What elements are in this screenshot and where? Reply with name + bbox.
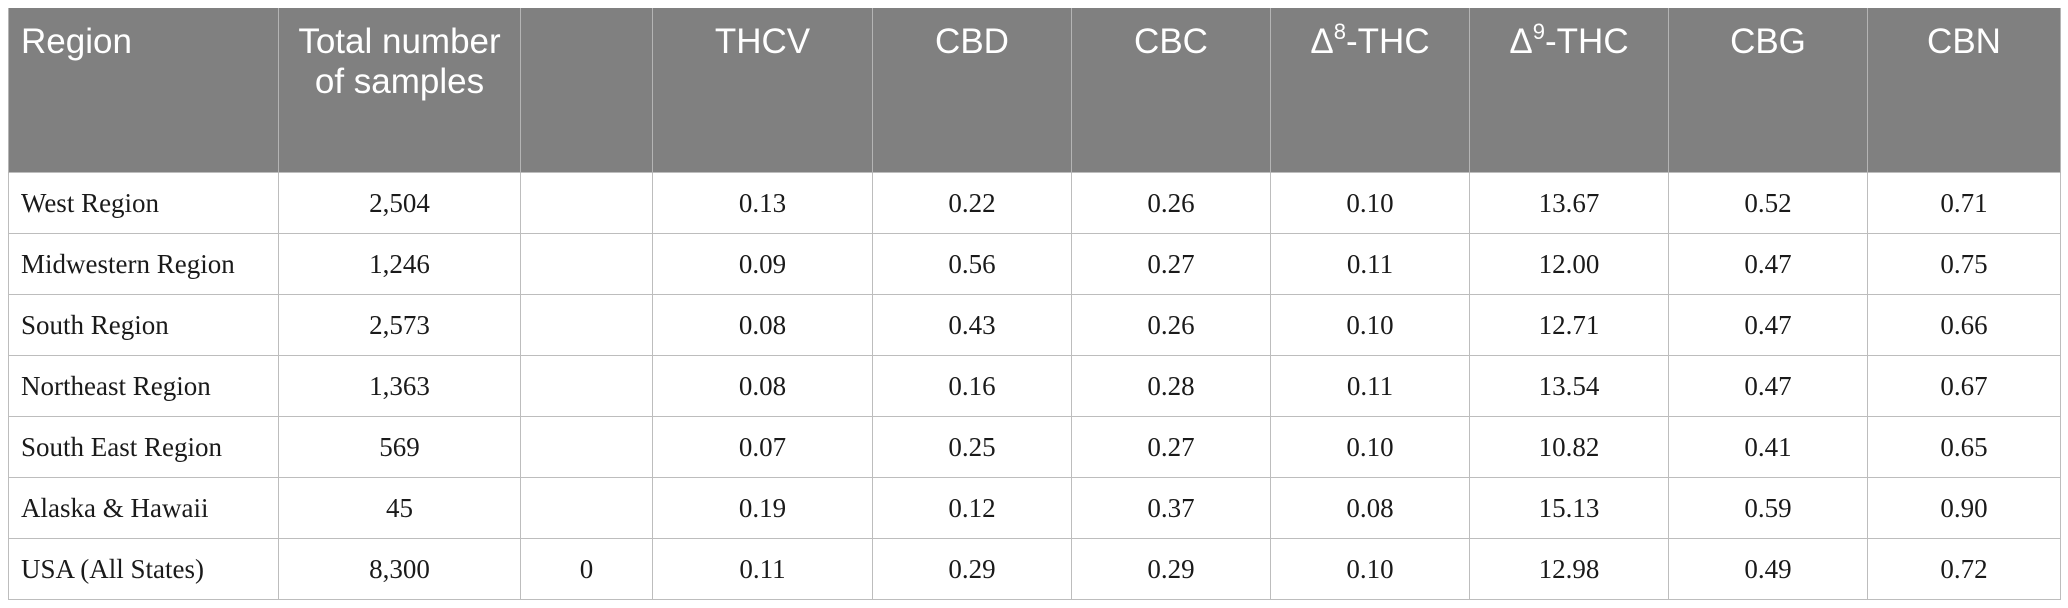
cell-cbg: 0.52 — [1668, 172, 1868, 234]
cell-thcv: 0.11 — [652, 538, 873, 600]
cell-total-samples: 1,246 — [278, 233, 521, 295]
header-delta9-suffix: -THC — [1545, 22, 1629, 61]
cell-cbd: 0.12 — [872, 477, 1072, 539]
table-row: Alaska & Hawaii 45 0.19 0.12 0.37 0.08 1… — [8, 477, 2061, 539]
header-delta8-superscript: 8 — [1333, 19, 1347, 44]
cell-delta8-thc: 0.10 — [1270, 172, 1470, 234]
cell-region: Midwestern Region — [8, 233, 279, 295]
cell-delta9-thc: 13.67 — [1469, 172, 1669, 234]
header-delta9-thc: Δ9-THC — [1469, 8, 1669, 173]
cell-region: Northeast Region — [8, 355, 279, 417]
cell-cbn: 0.66 — [1867, 294, 2061, 356]
header-cbg: CBG — [1668, 8, 1868, 173]
table-row: Northeast Region 1,363 0.08 0.16 0.28 0.… — [8, 355, 2061, 417]
cell-blank — [520, 477, 653, 539]
cell-cbn: 0.72 — [1867, 538, 2061, 600]
cell-cbd: 0.29 — [872, 538, 1072, 600]
header-delta8-thc: Δ8-THC — [1270, 8, 1470, 173]
cell-delta9-thc: 12.98 — [1469, 538, 1669, 600]
cell-total-samples: 569 — [278, 416, 521, 478]
cell-cbn: 0.65 — [1867, 416, 2061, 478]
table-header: Region Total number of samples THCV CBD … — [8, 8, 2061, 173]
cell-blank — [520, 172, 653, 234]
header-row: Region Total number of samples THCV CBD … — [8, 8, 2061, 173]
cell-delta8-thc: 0.10 — [1270, 294, 1470, 356]
cell-delta8-thc: 0.11 — [1270, 233, 1470, 295]
cell-cbg: 0.49 — [1668, 538, 1868, 600]
cell-delta9-thc: 12.00 — [1469, 233, 1669, 295]
cell-cbg: 0.47 — [1668, 355, 1868, 417]
cell-cbd: 0.22 — [872, 172, 1072, 234]
cell-delta8-thc: 0.11 — [1270, 355, 1470, 417]
cell-blank — [520, 294, 653, 356]
cell-cbg: 0.59 — [1668, 477, 1868, 539]
cell-cbc: 0.26 — [1071, 294, 1271, 356]
cell-cbc: 0.28 — [1071, 355, 1271, 417]
cell-region: West Region — [8, 172, 279, 234]
cell-blank: 0 — [520, 538, 653, 600]
cell-region: USA (All States) — [8, 538, 279, 600]
cell-total-samples: 8,300 — [278, 538, 521, 600]
cell-thcv: 0.08 — [652, 355, 873, 417]
cannabinoid-table: Region Total number of samples THCV CBD … — [8, 8, 2061, 600]
header-cbn: CBN — [1867, 8, 2061, 173]
header-cbc: CBC — [1071, 8, 1271, 173]
cell-cbd: 0.56 — [872, 233, 1072, 295]
cell-cbn: 0.67 — [1867, 355, 2061, 417]
cell-cbd: 0.25 — [872, 416, 1072, 478]
cell-delta8-thc: 0.10 — [1270, 538, 1470, 600]
cell-cbc: 0.29 — [1071, 538, 1271, 600]
cell-cbc: 0.27 — [1071, 233, 1271, 295]
cell-region: South East Region — [8, 416, 279, 478]
table-row: South Region 2,573 0.08 0.43 0.26 0.10 1… — [8, 294, 2061, 356]
cell-delta8-thc: 0.10 — [1270, 416, 1470, 478]
cell-total-samples: 45 — [278, 477, 521, 539]
cell-cbn: 0.71 — [1867, 172, 2061, 234]
table-row: Midwestern Region 1,246 0.09 0.56 0.27 0… — [8, 233, 2061, 295]
header-blank — [520, 8, 653, 173]
header-cbd: CBD — [872, 8, 1072, 173]
cell-thcv: 0.13 — [652, 172, 873, 234]
cell-cbn: 0.75 — [1867, 233, 2061, 295]
table-body: West Region 2,504 0.13 0.22 0.26 0.10 13… — [8, 172, 2061, 600]
cell-cbg: 0.47 — [1668, 233, 1868, 295]
cell-thcv: 0.07 — [652, 416, 873, 478]
header-delta9-superscript: 9 — [1532, 19, 1546, 44]
cell-blank — [520, 416, 653, 478]
cell-delta9-thc: 10.82 — [1469, 416, 1669, 478]
header-delta8-suffix: -THC — [1346, 22, 1430, 61]
table-row: USA (All States) 8,300 0 0.11 0.29 0.29 … — [8, 538, 2061, 600]
cell-cbg: 0.41 — [1668, 416, 1868, 478]
cell-total-samples: 1,363 — [278, 355, 521, 417]
cell-cbd: 0.16 — [872, 355, 1072, 417]
cell-cbd: 0.43 — [872, 294, 1072, 356]
cell-thcv: 0.08 — [652, 294, 873, 356]
header-delta9-prefix: Δ — [1509, 22, 1533, 61]
cell-delta9-thc: 15.13 — [1469, 477, 1669, 539]
cell-thcv: 0.09 — [652, 233, 873, 295]
cell-delta9-thc: 12.71 — [1469, 294, 1669, 356]
cell-total-samples: 2,573 — [278, 294, 521, 356]
cell-delta8-thc: 0.08 — [1270, 477, 1470, 539]
cell-cbg: 0.47 — [1668, 294, 1868, 356]
cell-blank — [520, 233, 653, 295]
table-row: South East Region 569 0.07 0.25 0.27 0.1… — [8, 416, 2061, 478]
cell-cbn: 0.90 — [1867, 477, 2061, 539]
cell-cbc: 0.37 — [1071, 477, 1271, 539]
cell-region: Alaska & Hawaii — [8, 477, 279, 539]
cell-cbc: 0.27 — [1071, 416, 1271, 478]
cell-blank — [520, 355, 653, 417]
header-region: Region — [8, 8, 279, 173]
cell-thcv: 0.19 — [652, 477, 873, 539]
cannabinoid-table-container: Region Total number of samples THCV CBD … — [8, 8, 2061, 600]
cell-cbc: 0.26 — [1071, 172, 1271, 234]
header-thcv: THCV — [652, 8, 873, 173]
table-row: West Region 2,504 0.13 0.22 0.26 0.10 13… — [8, 172, 2061, 234]
cell-delta9-thc: 13.54 — [1469, 355, 1669, 417]
cell-total-samples: 2,504 — [278, 172, 521, 234]
header-delta8-prefix: Δ — [1310, 22, 1334, 61]
cell-region: South Region — [8, 294, 279, 356]
header-total-samples: Total number of samples — [278, 8, 521, 173]
